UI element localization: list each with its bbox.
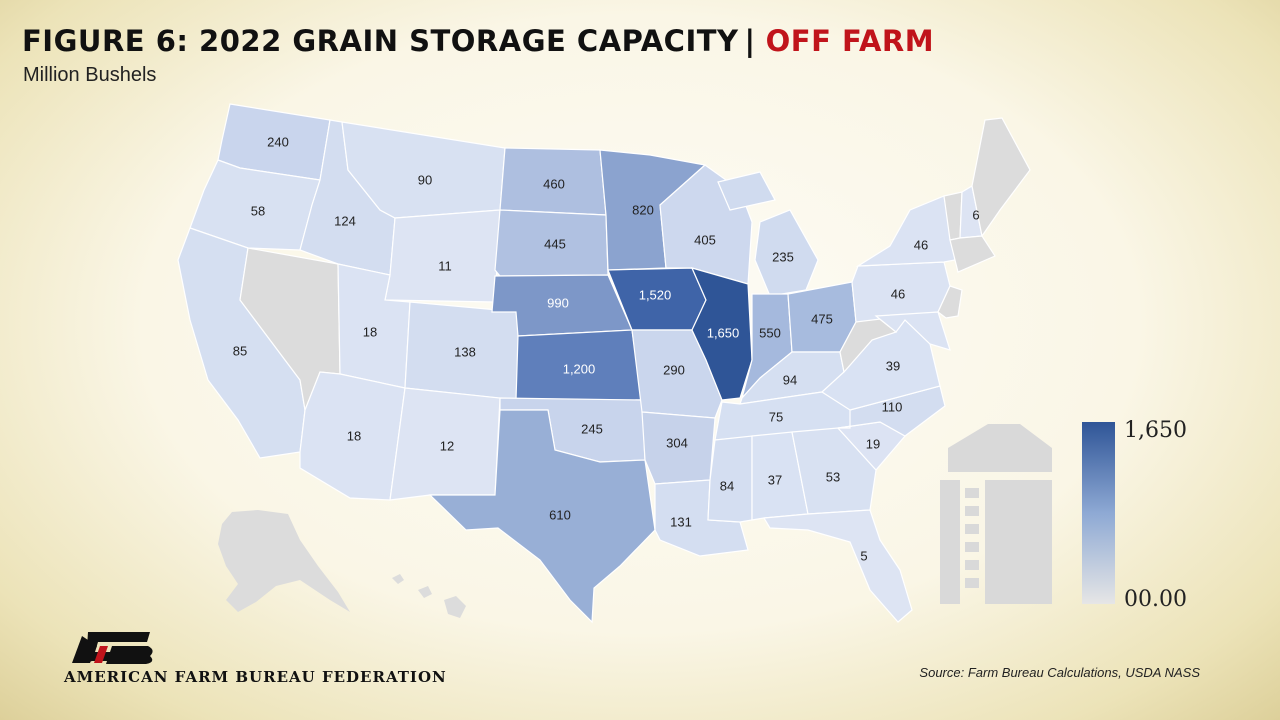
label-nh: 6 <box>972 207 979 222</box>
label-co: 138 <box>454 344 476 359</box>
label-ny: 46 <box>914 237 928 252</box>
state-ak <box>218 510 350 612</box>
state-tx <box>428 409 656 624</box>
label-nm: 12 <box>440 438 454 453</box>
label-wi: 405 <box>694 232 716 247</box>
label-mi: 235 <box>772 249 794 264</box>
label-ga: 53 <box>826 469 840 484</box>
state-wy <box>384 209 501 303</box>
state-ny <box>855 195 956 267</box>
label-ok: 245 <box>581 421 603 436</box>
label-al: 37 <box>768 472 782 487</box>
chart-subtitle: Million Bushels <box>23 64 157 86</box>
state-me <box>971 117 1031 238</box>
chart-title: FIGURE 6: 2022 GRAIN STORAGE CAPACITY | OF… <box>22 24 934 58</box>
label-ne: 990 <box>547 295 569 310</box>
legend-color-scale <box>1082 422 1115 604</box>
label-sd: 445 <box>544 236 566 251</box>
label-ks: 1,200 <box>563 361 596 376</box>
state-il <box>690 267 753 401</box>
label-id: 124 <box>334 213 356 228</box>
label-la: 131 <box>670 514 692 529</box>
state-fl <box>762 509 913 623</box>
state-az <box>299 371 406 501</box>
label-ia: 1,520 <box>639 287 672 302</box>
title-main: FIGURE 6: 2022 GRAIN STORAGE CAPACITY <box>22 24 739 58</box>
grain-bin-icon <box>940 424 1052 604</box>
label-ms: 84 <box>720 478 734 493</box>
state-mi <box>717 171 819 297</box>
title-highlight: OFF FARM <box>765 24 935 58</box>
label-tn: 75 <box>769 409 783 424</box>
label-mn: 820 <box>632 202 654 217</box>
label-wa: 240 <box>267 134 289 149</box>
label-in: 550 <box>759 325 781 340</box>
source-note: Source: Farm Bureau Calculations, USDA N… <box>919 665 1200 680</box>
label-nc: 110 <box>882 399 903 414</box>
label-mt: 90 <box>418 172 432 187</box>
state-ga <box>791 427 877 515</box>
label-fl: 5 <box>860 548 867 563</box>
title-separator: | <box>744 24 756 58</box>
label-ar: 304 <box>666 435 688 450</box>
label-ut: 18 <box>363 324 377 339</box>
label-mo: 290 <box>663 362 685 377</box>
label-pa: 46 <box>891 286 905 301</box>
state-nc <box>837 385 946 437</box>
label-sc: 19 <box>866 436 880 451</box>
label-va: 39 <box>886 358 900 373</box>
fb-logo <box>72 632 153 664</box>
state-sne <box>949 235 996 273</box>
state-nj <box>937 285 963 319</box>
label-az: 18 <box>347 428 361 443</box>
organization-name: AMERICAN FARM BUREAU FEDERATION <box>64 668 447 686</box>
label-nd: 460 <box>543 176 565 191</box>
label-tx: 610 <box>549 507 571 522</box>
label-il: 1,650 <box>707 325 740 340</box>
label-wy: 11 <box>438 258 452 273</box>
label-or: 58 <box>251 203 265 218</box>
legend-max-label: 1,650 <box>1124 418 1187 443</box>
state-hi <box>392 574 466 618</box>
label-ca: 85 <box>233 343 247 358</box>
label-oh: 475 <box>811 311 833 326</box>
label-ky: 94 <box>783 372 797 387</box>
legend-min-label: 00.00 <box>1124 587 1187 612</box>
